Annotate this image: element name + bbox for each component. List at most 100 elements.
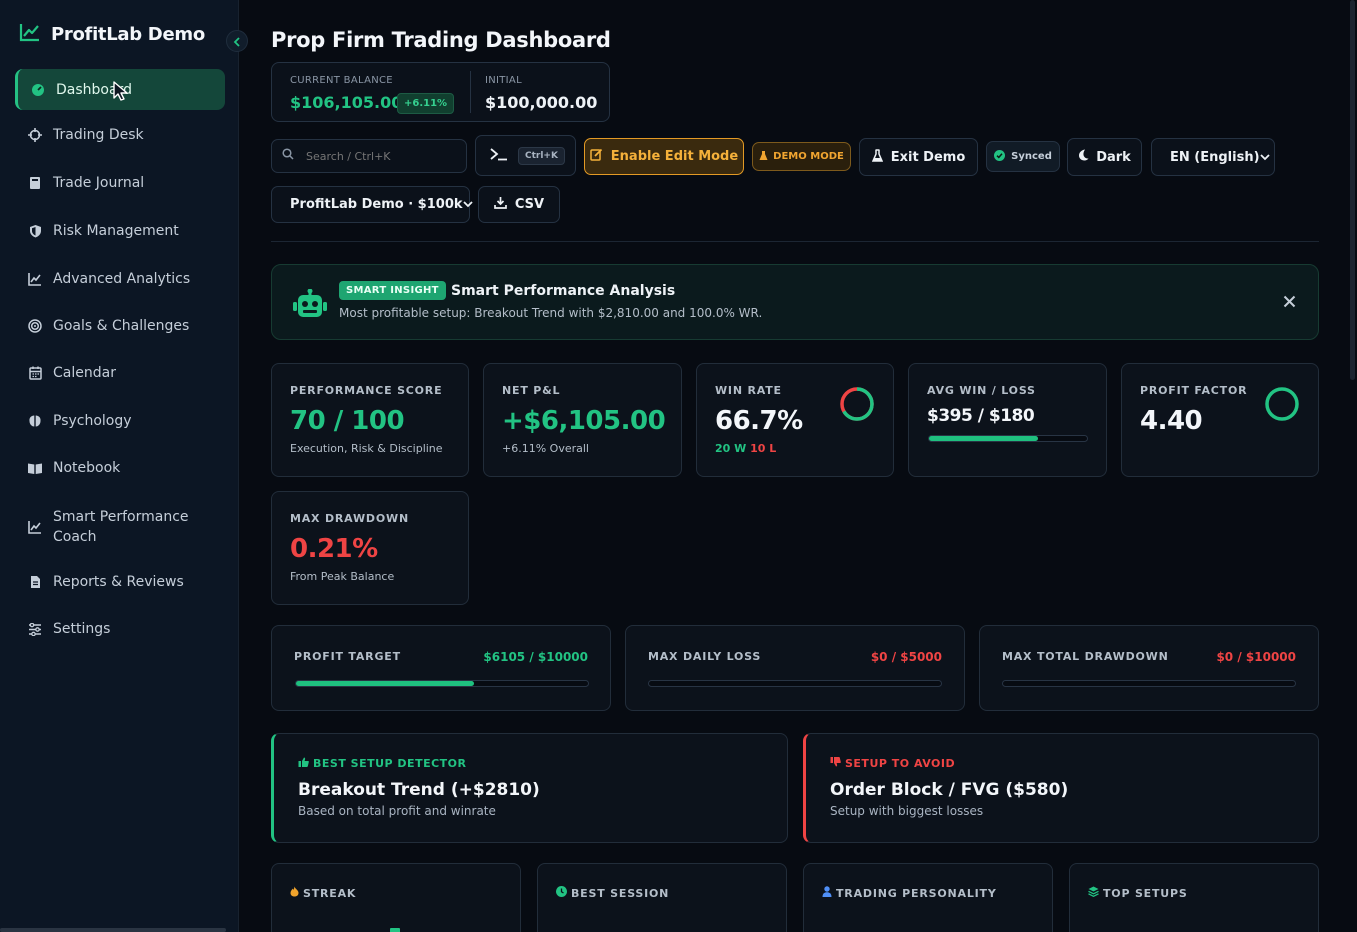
brand[interactable]: ProfitLab Demo (19, 22, 205, 46)
avg-win-loss-value: $395 / $180 (927, 406, 1035, 426)
card-label: MAX DRAWDOWN (290, 512, 409, 525)
sidebar-item-label: Settings (53, 621, 111, 637)
insight-title: Smart Performance Analysis (451, 283, 676, 299)
terminal-icon (490, 147, 508, 165)
sidebar-item-smart-performance-coach[interactable]: Smart Performance Coach (15, 507, 225, 547)
sidebar: ProfitLab Demo Dashboard Trading Desk Tr… (0, 0, 248, 932)
card-label: MAX DAILY LOSS (648, 650, 762, 663)
brand-name: ProfitLab Demo (51, 23, 205, 45)
wins-count: 20 W (715, 442, 747, 455)
profit-target-card: PROFIT TARGET $6105 / $10000 (271, 625, 611, 711)
flask-icon (759, 150, 768, 164)
best-session-card: BEST SESSION (537, 863, 787, 932)
search-box[interactable] (271, 139, 467, 173)
insight-tag: SMART INSIGHT (339, 281, 446, 300)
profit-target-value: $6105 / $10000 (483, 650, 588, 664)
card-label: WIN RATE (715, 384, 782, 397)
streak-card: STREAK (271, 863, 521, 932)
collapse-sidebar-button[interactable] (226, 30, 248, 52)
file-icon (27, 574, 43, 590)
sidebar-item-reports-reviews[interactable]: Reports & Reviews (15, 574, 225, 590)
avoid-setup-title: Order Block / FVG ($580) (830, 780, 1069, 800)
sidebar-item-psychology[interactable]: Psychology (15, 413, 225, 429)
close-icon[interactable] (1283, 293, 1296, 312)
sidebar-item-settings[interactable]: Settings (15, 621, 225, 637)
sidebar-horizontal-scrollbar[interactable] (0, 928, 226, 932)
streak-label-text: STREAK (303, 886, 357, 900)
trading-personality-card: TRADING PERSONALITY (803, 863, 1053, 932)
profit-target-bar-fill (296, 681, 475, 686)
top-setups-label-text: TOP SETUPS (1103, 886, 1188, 900)
avoid-setup-tag: SETUP TO AVOID (830, 757, 955, 770)
language-select[interactable]: EN (English) (1151, 138, 1275, 176)
sidebar-item-label: Trade Journal (53, 175, 145, 191)
initial-balance-value: $100,000.00 (485, 93, 598, 112)
sidebar-item-label: Psychology (53, 413, 132, 429)
crosshair-icon (27, 127, 43, 143)
chart-line-icon (27, 271, 43, 287)
performance-score-value: 70 / 100 (290, 406, 405, 436)
avg-win-loss-bar-fill (929, 436, 1038, 441)
exit-demo-label: Exit Demo (890, 149, 966, 165)
card-subtitle: Execution, Risk & Discipline (290, 442, 443, 455)
page-scrollbar[interactable] (1350, 0, 1355, 380)
language-value: EN (English) (1170, 149, 1260, 165)
sliders-icon (27, 621, 43, 637)
net-pnl-card: NET P&L +$6,105.00 +6.11% Overall (483, 363, 682, 477)
command-palette-button[interactable]: Ctrl+K (475, 135, 576, 176)
search-input[interactable] (306, 149, 456, 163)
best-setup-tag-label: BEST SETUP DETECTOR (313, 757, 467, 770)
sidebar-item-trade-journal[interactable]: Trade Journal (15, 175, 225, 191)
enable-edit-mode-button[interactable]: Enable Edit Mode (584, 138, 744, 175)
csv-export-button[interactable]: CSV (478, 186, 560, 223)
thumbs-up-icon (298, 757, 309, 770)
sidebar-item-label: Goals & Challenges (53, 318, 190, 334)
thumbs-down-icon (830, 757, 841, 770)
max-drawdown-card: MAX DRAWDOWN 0.21% From Peak Balance (271, 491, 469, 605)
open-book-icon (27, 460, 43, 476)
win-rate-card: WIN RATE 66.7% 20 W 10 L (696, 363, 894, 477)
sidebar-item-trading-desk[interactable]: Trading Desk (15, 127, 225, 143)
best-setup-card: BEST SETUP DETECTOR Breakout Trend (+$28… (271, 733, 788, 843)
sidebar-item-label: Risk Management (53, 223, 179, 239)
max-total-drawdown-card: MAX TOTAL DRAWDOWN $0 / $10000 (979, 625, 1319, 711)
profit-target-bar (295, 680, 589, 687)
losses-count: 10 L (750, 442, 777, 455)
sidebar-item-dashboard[interactable]: Dashboard (15, 69, 225, 110)
avg-win-loss-bar (928, 435, 1088, 442)
sidebar-item-advanced-analytics[interactable]: Advanced Analytics (15, 271, 225, 287)
sidebar-item-label: Reports & Reviews (53, 574, 184, 590)
book-icon (27, 175, 43, 191)
best-session-label: BEST SESSION (556, 886, 669, 900)
sidebar-item-label: Advanced Analytics (53, 271, 191, 287)
account-select[interactable]: ProfitLab Demo · $100k (271, 186, 473, 223)
sidebar-item-notebook[interactable]: Notebook (15, 460, 225, 476)
card-label: PROFIT TARGET (294, 650, 401, 663)
shield-icon (27, 223, 43, 239)
win-loss-count: 20 W 10 L (715, 442, 776, 455)
mouse-cursor-icon (112, 80, 132, 106)
sidebar-item-calendar[interactable]: Calendar (15, 365, 225, 381)
demo-mode-label: DEMO MODE (773, 151, 844, 162)
balance-change-badge: +6.11% (397, 93, 455, 114)
search-icon (282, 148, 294, 164)
avoid-setup-subtitle: Setup with biggest losses (830, 804, 984, 818)
avg-win-loss-card: AVG WIN / LOSS $395 / $180 (908, 363, 1107, 477)
divider (271, 241, 1319, 242)
card-label: PROFIT FACTOR (1140, 384, 1248, 397)
chart-line-icon (27, 519, 43, 535)
insight-text: Most profitable setup: Breakout Trend wi… (339, 306, 763, 320)
best-session-label-text: BEST SESSION (571, 886, 670, 900)
max-total-drawdown-value: $0 / $10000 (1216, 650, 1296, 664)
sidebar-item-label: Notebook (53, 460, 121, 476)
exit-demo-button[interactable]: Exit Demo (859, 138, 978, 176)
theme-toggle-button[interactable]: Dark (1067, 138, 1142, 176)
sidebar-item-risk-management[interactable]: Risk Management (15, 223, 225, 239)
layers-icon (1088, 886, 1099, 900)
trading-personality-label-text: TRADING PERSONALITY (836, 886, 997, 900)
clock-icon (556, 886, 567, 900)
sidebar-item-goals-challenges[interactable]: Goals & Challenges (15, 318, 225, 334)
sidebar-item-label: Smart Performance Coach (53, 509, 189, 545)
trading-personality-label: TRADING PERSONALITY (822, 886, 997, 900)
chart-line-logo-icon (19, 22, 41, 46)
